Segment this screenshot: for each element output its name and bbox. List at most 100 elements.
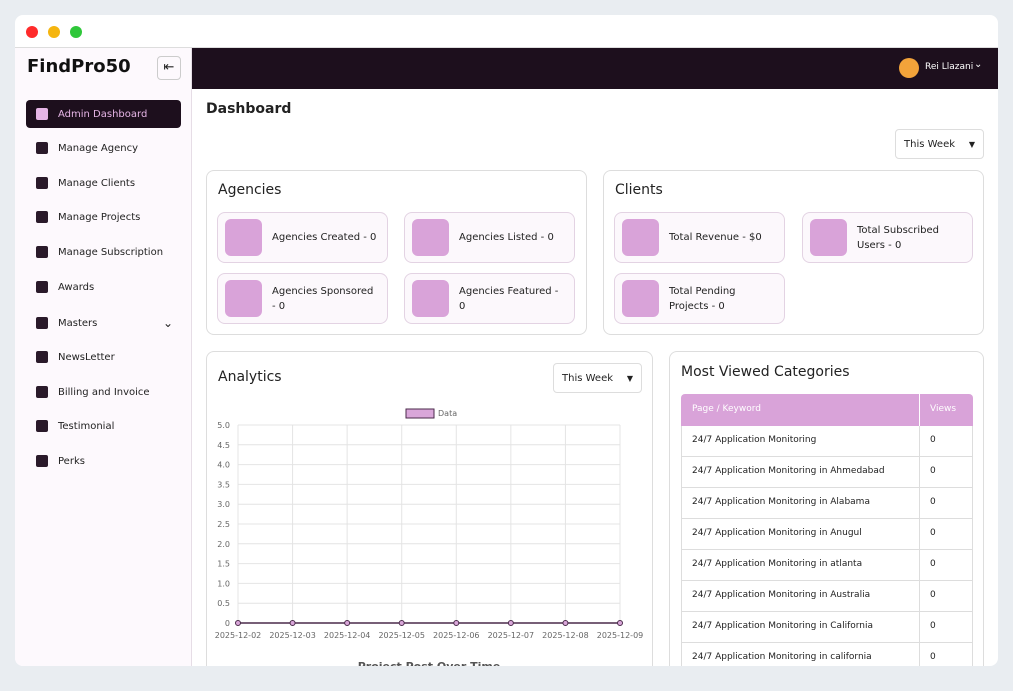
menu-icon bbox=[36, 177, 48, 189]
menu-label: Perks bbox=[58, 455, 85, 467]
x-tick-label: 2025-12-05 bbox=[378, 631, 425, 640]
user-name[interactable]: Rei Llazani bbox=[925, 62, 974, 72]
panel-title: Agencies bbox=[218, 182, 282, 198]
x-tick-label: 2025-12-06 bbox=[433, 631, 480, 640]
y-tick-label: 2.5 bbox=[217, 520, 230, 529]
column-divider bbox=[919, 426, 920, 457]
data-point bbox=[289, 620, 296, 626]
period-label: This Week bbox=[562, 372, 614, 384]
legend-label: Data bbox=[438, 409, 457, 418]
keyword-cell: 24/7 Application Monitoring in Anugul bbox=[692, 528, 862, 538]
menu-label: NewsLetter bbox=[58, 351, 115, 363]
menu-item[interactable]: Admin Dashboard bbox=[26, 100, 181, 128]
table-row: 24/7 Application Monitoring in Californi… bbox=[681, 612, 973, 643]
menu-item[interactable]: NewsLetter bbox=[26, 343, 181, 371]
stat-label: Agencies Listed - 0 bbox=[459, 232, 554, 243]
menu-item[interactable]: Manage Agency bbox=[26, 134, 181, 162]
top-header bbox=[192, 48, 998, 89]
views-cell: 0 bbox=[930, 466, 936, 476]
keyword-cell: 24/7 Application Monitoring in Australia bbox=[692, 590, 871, 600]
table-row: 24/7 Application Monitoring in Alabama 0 bbox=[681, 488, 973, 519]
menu-chevron: ⌄ bbox=[162, 316, 173, 330]
views-cell: 0 bbox=[930, 559, 936, 569]
views-cell: 0 bbox=[930, 435, 936, 445]
analytics-select[interactable]: This Week ▼ bbox=[553, 363, 642, 393]
table-row: 24/7 Application Monitoring in Anugul 0 bbox=[681, 519, 973, 550]
menu-item[interactable]: Masters ⌄ bbox=[26, 309, 181, 337]
data-point bbox=[562, 620, 569, 626]
stat-label: Agencies Created - 0 bbox=[272, 232, 377, 243]
y-tick-label: 5.0 bbox=[217, 421, 230, 430]
stat-label: Agencies Featured - 0 bbox=[459, 285, 559, 312]
min-dot[interactable] bbox=[48, 26, 60, 38]
y-tick-label: 0.5 bbox=[217, 599, 230, 608]
table-row: 24/7 Application Monitoring in Australia… bbox=[681, 581, 973, 612]
max-dot[interactable] bbox=[70, 26, 82, 38]
y-tick-label: 1.0 bbox=[217, 579, 230, 588]
avatar[interactable] bbox=[899, 58, 919, 78]
y-tick-label: 4.5 bbox=[217, 441, 230, 450]
x-tick-label: 2025-12-03 bbox=[269, 631, 316, 640]
menu-label: Manage Clients bbox=[58, 177, 136, 189]
column-divider bbox=[919, 457, 920, 488]
analytics-panel bbox=[206, 351, 653, 666]
data-point bbox=[398, 620, 405, 626]
menu-item[interactable]: Manage Projects bbox=[26, 203, 181, 231]
close-dot[interactable] bbox=[26, 26, 38, 38]
stat-label: Agencies Sponsored - 0 bbox=[272, 285, 374, 312]
views-cell: 0 bbox=[930, 652, 936, 662]
keyword-cell: 24/7 Application Monitoring in atlanta bbox=[692, 559, 863, 569]
menu-item[interactable]: Awards bbox=[26, 273, 181, 301]
table-row: 24/7 Application Monitoring in atlanta 0 bbox=[681, 550, 973, 581]
menu-item[interactable]: Perks bbox=[26, 447, 181, 475]
keyword-cell: 24/7 Application Monitoring in Ahmedabad bbox=[692, 466, 885, 476]
menu-icon bbox=[36, 108, 48, 120]
views-cell: 0 bbox=[930, 497, 936, 507]
menu-item[interactable]: Manage Clients bbox=[26, 169, 181, 197]
x-tick-label: 2025-12-09 bbox=[597, 631, 644, 640]
collapse-button[interactable]: ⇤ bbox=[157, 56, 181, 80]
data-point bbox=[344, 620, 351, 626]
table-row: 24/7 Application Monitoring in californi… bbox=[681, 643, 973, 666]
keyword-cell: 24/7 Application Monitoring in Alabama bbox=[692, 497, 870, 507]
column-divider bbox=[919, 488, 920, 519]
menu-label: Masters bbox=[58, 317, 98, 329]
page-title: Dashboard bbox=[206, 101, 292, 117]
menu-icon bbox=[36, 246, 48, 258]
x-tick-label: 2025-12-08 bbox=[542, 631, 589, 640]
views-cell: 0 bbox=[930, 528, 936, 538]
table-header: Page / Keyword Views bbox=[681, 394, 973, 426]
x-tick-label: 2025-12-04 bbox=[324, 631, 371, 640]
data-point bbox=[617, 620, 623, 626]
views-cell: 0 bbox=[930, 590, 936, 600]
stat-icon bbox=[810, 219, 847, 256]
column-divider bbox=[919, 643, 920, 666]
user-chevron[interactable]: ⌄ bbox=[974, 59, 983, 70]
stat-icon bbox=[622, 280, 659, 317]
stat-icon bbox=[622, 219, 659, 256]
y-tick-label: 0 bbox=[225, 619, 230, 628]
menu-label: Manage Projects bbox=[58, 211, 141, 223]
x-tick-label: 2025-12-07 bbox=[488, 631, 535, 640]
menu-icon bbox=[36, 142, 48, 154]
stat-icon bbox=[412, 219, 449, 256]
menu-label: Testimonial bbox=[58, 420, 115, 432]
menu-icon bbox=[36, 211, 48, 223]
stat-icon bbox=[225, 219, 262, 256]
menu-item[interactable]: Testimonial bbox=[26, 412, 181, 440]
period-select[interactable]: This Week ▼ bbox=[895, 129, 984, 159]
chart-title: Project Post Over Time bbox=[358, 660, 501, 673]
y-tick-label: 2.0 bbox=[217, 540, 230, 549]
column-header: Views bbox=[930, 404, 957, 414]
y-tick-label: 1.5 bbox=[217, 560, 230, 569]
column-divider bbox=[919, 394, 920, 426]
menu-icon bbox=[36, 281, 48, 293]
views-cell: 0 bbox=[930, 621, 936, 631]
period-label: This Week bbox=[904, 138, 956, 150]
stat-card: Agencies Sponsored - 0 bbox=[217, 273, 388, 324]
menu-item[interactable]: Billing and Invoice bbox=[26, 378, 181, 406]
y-tick-label: 3.0 bbox=[217, 500, 230, 509]
menu-item[interactable]: Manage Subscription bbox=[26, 238, 181, 266]
